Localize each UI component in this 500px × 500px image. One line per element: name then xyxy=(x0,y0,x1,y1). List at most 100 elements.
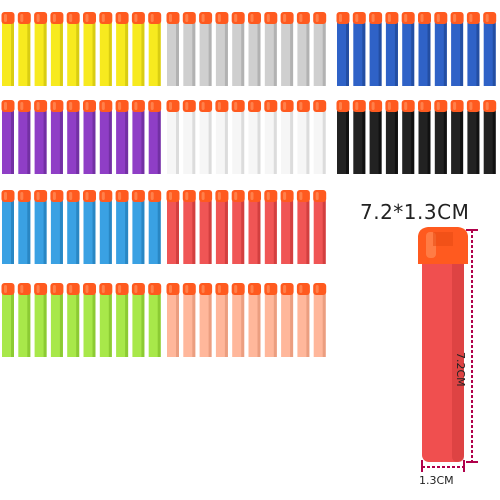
dart-tip-highlight xyxy=(134,285,138,293)
dart-body-shade xyxy=(322,293,326,357)
dart-body-shade xyxy=(108,110,112,174)
dart-tip xyxy=(418,100,431,112)
dart-tip-highlight xyxy=(150,102,154,110)
dart-body-shade xyxy=(76,293,80,357)
dart-body-shade xyxy=(157,293,161,357)
dart-tip xyxy=(231,190,245,202)
dart-tip xyxy=(99,190,113,202)
dart-tip xyxy=(313,100,327,112)
dart-tip-highlight xyxy=(169,192,172,200)
dart-tip xyxy=(369,100,383,112)
dart-tip-highlight xyxy=(283,285,287,293)
dart-body-shade xyxy=(362,110,366,174)
dart-tip xyxy=(296,12,310,24)
dart-tip-highlight xyxy=(52,102,56,110)
dart-body-shade xyxy=(27,110,31,174)
dart-body-shade xyxy=(241,293,245,357)
dart-tip-highlight xyxy=(217,14,221,22)
dart-body-shade xyxy=(306,110,310,174)
dart-tip-highlight xyxy=(217,285,221,293)
dart-tip xyxy=(434,12,448,24)
dart-tip-highlight xyxy=(299,192,303,200)
dart-body-shade xyxy=(241,110,245,174)
dart-tip-highlight xyxy=(315,192,319,200)
dart-tip-highlight xyxy=(4,285,7,293)
dart-body-shade xyxy=(59,22,63,86)
dart-body-shade xyxy=(346,110,349,174)
dart-tip-highlight xyxy=(453,102,457,110)
dart-tip xyxy=(280,12,294,24)
dart-tip-highlight xyxy=(169,285,172,293)
dart-body-shade xyxy=(125,110,129,174)
dart-tip xyxy=(199,100,213,112)
dart-tip-highlight xyxy=(485,14,489,22)
dart-body-shade xyxy=(208,200,212,264)
dart-body-shade xyxy=(241,200,245,264)
dart-body-shade xyxy=(208,22,212,86)
dart-tip-highlight xyxy=(339,102,342,110)
dart-tip xyxy=(385,100,399,112)
dart-tip xyxy=(131,190,145,202)
dart-body-shade xyxy=(208,110,212,174)
dart-body-shade xyxy=(273,200,277,264)
dart-tip-highlight xyxy=(234,14,238,22)
dart-body-shade xyxy=(224,293,228,357)
dart-tip-highlight xyxy=(355,102,359,110)
length-label: 7.2CM xyxy=(454,352,467,387)
dart-tip xyxy=(466,12,480,24)
dart-tip xyxy=(280,190,294,202)
dart-body-shade xyxy=(427,22,431,86)
dart-body-shade xyxy=(176,22,179,86)
dart-tip-highlight xyxy=(315,14,319,22)
dart-body-shade xyxy=(346,22,349,86)
dart-tip xyxy=(34,100,48,112)
dart-foam-shadow xyxy=(452,250,464,462)
dart-tip xyxy=(1,283,15,295)
dart-tip-highlight xyxy=(485,102,489,110)
dart-tip xyxy=(115,190,129,202)
dart-tip-highlight xyxy=(283,14,287,22)
dart-tip xyxy=(231,12,245,24)
dart-tip xyxy=(336,12,350,24)
dart-tip-highlight xyxy=(52,285,56,293)
dart-body-shade xyxy=(141,200,145,264)
dart-tip xyxy=(166,283,180,295)
dart-body-shade xyxy=(125,293,129,357)
dart-group-sky-blue xyxy=(1,190,162,264)
dart-body-shade xyxy=(394,22,398,86)
dart-body-shade xyxy=(27,22,31,86)
dart-tip xyxy=(66,100,80,112)
dart-tip xyxy=(215,283,229,295)
dart-tip xyxy=(296,100,310,112)
dart-body-shade xyxy=(125,22,129,86)
dart-tip xyxy=(264,283,278,295)
dart-body-shade xyxy=(306,22,310,86)
dart-body-shade xyxy=(76,110,80,174)
dart-tip-highlight xyxy=(69,14,73,22)
dart-tip-highlight xyxy=(69,102,73,110)
dart-tip-highlight xyxy=(101,102,105,110)
dart-body-shade xyxy=(43,110,47,174)
dart-tip-highlight xyxy=(266,102,270,110)
dart-tip-highlight xyxy=(201,285,205,293)
dart-tip-highlight xyxy=(420,102,424,110)
dart-tip xyxy=(352,12,366,24)
dart-tip xyxy=(215,12,229,24)
dart-tip xyxy=(483,100,497,112)
dart-body-shade xyxy=(11,22,14,86)
dart-body-shade xyxy=(76,22,80,86)
dart-body-shade xyxy=(460,110,464,174)
dart-group-gray xyxy=(166,12,327,86)
dart-tip xyxy=(66,283,80,295)
dart-body-shade xyxy=(257,22,261,86)
dart-tip-highlight xyxy=(387,14,391,22)
dart-tip-highlight xyxy=(355,14,359,22)
dart-tip xyxy=(450,12,464,24)
width-label: 1.3CM xyxy=(419,474,454,487)
dart-tip-highlight xyxy=(250,102,254,110)
dart-body-shade xyxy=(224,22,228,86)
dart-tip xyxy=(280,283,294,295)
dart-tip-highlight xyxy=(371,14,375,22)
dart-body-shade xyxy=(322,200,326,264)
dart-tip-highlight xyxy=(299,14,303,22)
